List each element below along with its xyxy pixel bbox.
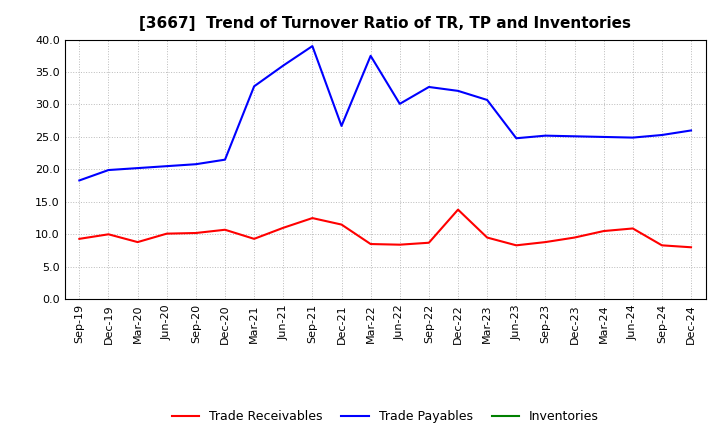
- Trade Receivables: [657, 243, 666, 248]
- Trade Receivables: [541, 239, 550, 245]
- Trade Payables: [75, 178, 84, 183]
- Trade Receivables: [366, 242, 375, 247]
- Trade Payables: [250, 84, 258, 89]
- Title: [3667]  Trend of Turnover Ratio of TR, TP and Inventories: [3667] Trend of Turnover Ratio of TR, TP…: [139, 16, 631, 32]
- Trade Receivables: [192, 231, 200, 236]
- Trade Receivables: [425, 240, 433, 246]
- Trade Receivables: [250, 236, 258, 242]
- Trade Receivables: [220, 227, 229, 232]
- Trade Payables: [366, 53, 375, 59]
- Trade Payables: [425, 84, 433, 90]
- Trade Payables: [337, 123, 346, 128]
- Trade Payables: [104, 167, 113, 172]
- Trade Receivables: [163, 231, 171, 236]
- Trade Receivables: [599, 228, 608, 234]
- Trade Receivables: [454, 207, 462, 212]
- Trade Receivables: [279, 225, 287, 231]
- Trade Payables: [570, 134, 579, 139]
- Trade Payables: [133, 165, 142, 171]
- Trade Receivables: [75, 236, 84, 242]
- Trade Receivables: [337, 222, 346, 227]
- Trade Payables: [279, 63, 287, 68]
- Trade Payables: [687, 128, 696, 133]
- Trade Receivables: [133, 239, 142, 245]
- Legend: Trade Receivables, Trade Payables, Inventories: Trade Receivables, Trade Payables, Inven…: [166, 405, 604, 428]
- Trade Receivables: [629, 226, 637, 231]
- Trade Payables: [483, 97, 492, 103]
- Trade Payables: [599, 134, 608, 139]
- Trade Receivables: [104, 231, 113, 237]
- Trade Payables: [308, 44, 317, 49]
- Trade Payables: [541, 133, 550, 138]
- Trade Payables: [163, 164, 171, 169]
- Trade Receivables: [570, 235, 579, 240]
- Trade Payables: [512, 136, 521, 141]
- Line: Trade Receivables: Trade Receivables: [79, 209, 691, 247]
- Trade Payables: [192, 161, 200, 167]
- Trade Payables: [454, 88, 462, 94]
- Trade Receivables: [483, 235, 492, 240]
- Trade Payables: [220, 157, 229, 162]
- Trade Payables: [657, 132, 666, 138]
- Trade Payables: [395, 101, 404, 106]
- Trade Receivables: [308, 216, 317, 221]
- Trade Receivables: [687, 245, 696, 250]
- Trade Receivables: [395, 242, 404, 247]
- Line: Trade Payables: Trade Payables: [79, 46, 691, 180]
- Trade Payables: [629, 135, 637, 140]
- Trade Receivables: [512, 243, 521, 248]
